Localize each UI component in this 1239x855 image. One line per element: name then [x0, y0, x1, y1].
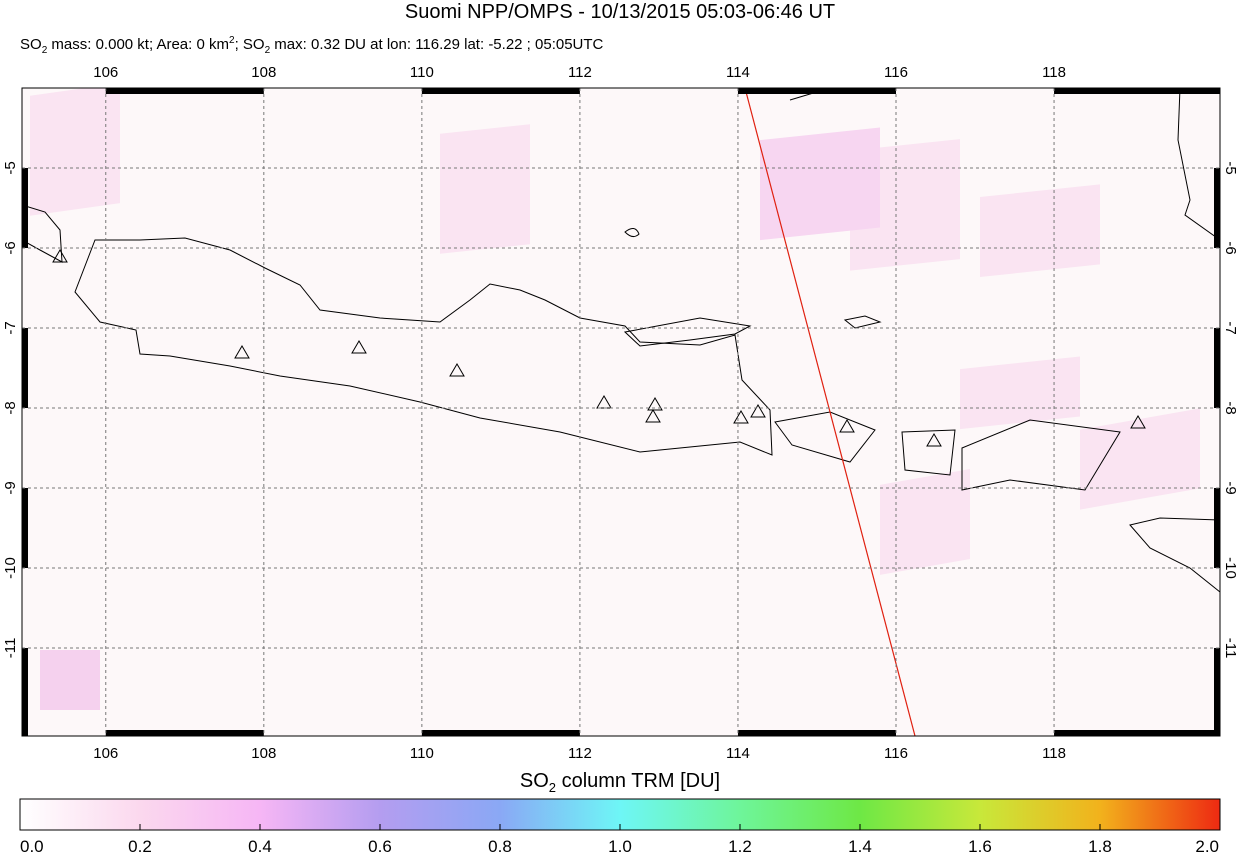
frame-bar — [421, 730, 580, 736]
frame-bar — [421, 88, 580, 94]
title: Suomi NPP/OMPS - 10/13/2015 05:03-06:46 … — [405, 1, 835, 23]
lon-tick-label: 112 — [568, 745, 592, 762]
colorbar-tick-label: 1.6 — [968, 837, 992, 855]
lat-tick-label: -9 — [1222, 481, 1239, 494]
lon-tick-label: 118 — [1042, 64, 1066, 81]
colorbar-tick-label: 1.4 — [848, 837, 872, 855]
colorbar-tick-label: 0.2 — [128, 837, 152, 855]
lat-tick-label: -7 — [1222, 321, 1239, 334]
subtitle-part: SO — [20, 36, 42, 53]
frame-bar — [22, 488, 28, 568]
lat-tick-label: -6 — [1222, 241, 1239, 254]
subtitle-part: ; SO — [235, 36, 265, 53]
colorbar-tick-label: 0.6 — [368, 837, 392, 855]
frame-bar — [1214, 488, 1220, 568]
volcanoes — [52, 249, 1146, 447]
colorbar-title-part: column TRM [DU] — [556, 770, 720, 792]
colorbar-title-part: SO — [520, 770, 549, 792]
lat-tick-label: -10 — [1222, 557, 1239, 579]
colorbar-tick-label: 0.4 — [248, 837, 272, 855]
lat-tick-label: -5 — [2, 161, 19, 174]
map-axes: 106 106 108 108 110 110 112 112 114 114 116 116 118 1… — [2, 64, 1239, 762]
subscript: 2 — [549, 780, 556, 795]
lat-tick-label: -8 — [2, 401, 19, 414]
lat-tick-label: -11 — [1222, 638, 1239, 659]
subscript: 2 — [42, 45, 48, 56]
colorbar-tick-label: 0.0 — [20, 837, 44, 855]
lon-tick-label: 118 — [1042, 745, 1066, 762]
lat-tick-label: -6 — [2, 241, 19, 254]
frame-bar — [22, 328, 28, 408]
lon-tick-label: 106 — [93, 745, 118, 762]
lon-tick-label: 108 — [251, 745, 276, 762]
lon-tick-label: 110 — [410, 64, 434, 81]
lon-tick-label: 112 — [568, 64, 592, 81]
colorbar-tick-label: 1.0 — [608, 837, 632, 855]
subtitle-part: mass: 0.000 kt; Area: 0 km — [47, 36, 229, 53]
frame-bar — [1214, 328, 1220, 408]
subtitle: SO2 mass: 0.000 kt; Area: 0 km2; SO2 max… — [20, 35, 604, 56]
lat-tick-label: -11 — [2, 638, 19, 659]
frame-bar — [737, 730, 897, 736]
superscript: 2 — [229, 35, 235, 46]
frame-bar — [22, 648, 28, 736]
frame-bar — [1214, 648, 1220, 736]
map-area — [22, 88, 1220, 736]
frame-bar — [1214, 168, 1220, 248]
lat-tick-label: -7 — [2, 321, 19, 334]
lon-tick-label: 116 — [884, 745, 908, 762]
colorbar-tick-label: 0.8 — [488, 837, 512, 855]
lon-tick-label: 110 — [410, 745, 434, 762]
lat-tick-label: -9 — [2, 481, 19, 494]
frame-bar — [1054, 730, 1220, 736]
colorbar-tick-label: 1.2 — [728, 837, 752, 855]
colorbar-title: SO2 column TRM [DU] — [520, 770, 720, 795]
lon-tick-label: 114 — [726, 64, 750, 81]
so2-pixels — [30, 88, 1200, 710]
frame-bar — [22, 168, 28, 248]
lon-tick-label: 116 — [884, 64, 908, 81]
subtitle-part: max: 0.32 DU at lon: 116.29 lat: -5.22 ;… — [270, 36, 603, 53]
lat-tick-label: -8 — [1222, 401, 1239, 414]
orbit-edge — [744, 88, 916, 736]
frame-bar — [105, 730, 264, 736]
lon-tick-label: 106 — [93, 64, 118, 81]
frame-bar — [1054, 88, 1220, 94]
lat-tick-label: -5 — [1222, 161, 1239, 174]
map-frame — [21, 87, 1221, 737]
frame-bar — [737, 88, 897, 94]
frame-bar — [105, 88, 264, 94]
lon-tick-label: 108 — [251, 64, 276, 81]
subscript: 2 — [265, 45, 271, 56]
lat-tick-label: -10 — [2, 557, 19, 579]
colorbar-tick-label: 1.8 — [1088, 837, 1112, 855]
colorbar-tick-label: 2.0 — [1195, 837, 1219, 855]
lon-tick-label: 114 — [726, 745, 750, 762]
